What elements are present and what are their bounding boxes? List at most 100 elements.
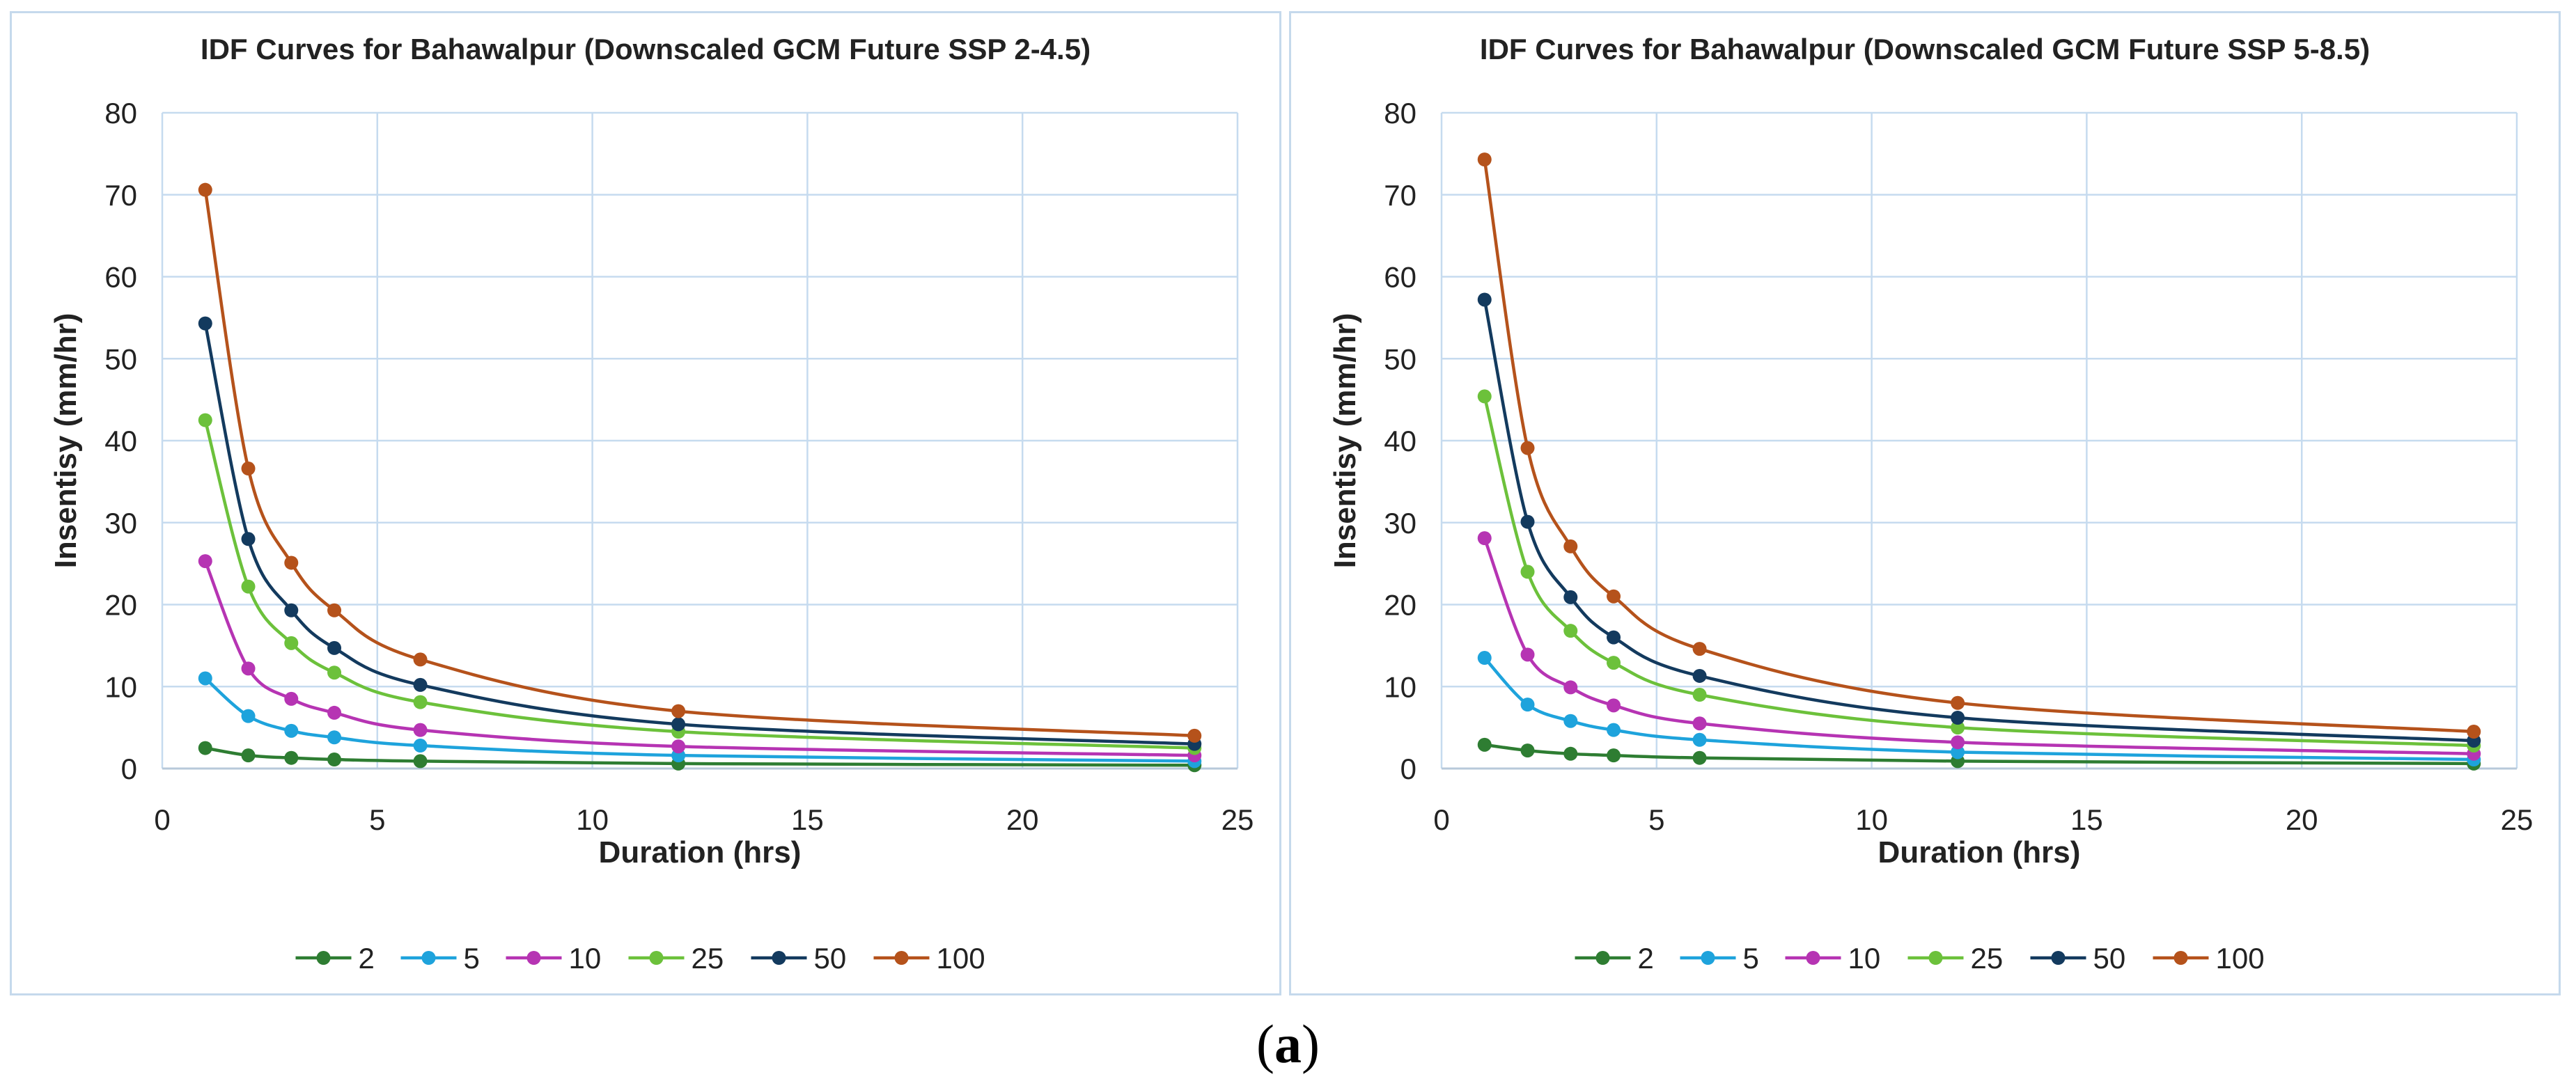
data-point [1520, 565, 1535, 579]
y-tick-label: 10 [104, 670, 137, 703]
y-tick-label: 80 [104, 97, 137, 129]
x-axis-title: Duration (hrs) [599, 835, 802, 869]
x-tick-label: 0 [1433, 803, 1449, 836]
legend-marker-50 [2051, 951, 2066, 965]
series-2 [1477, 737, 2481, 771]
legend-label-50: 50 [814, 942, 847, 975]
data-point [1607, 723, 1621, 737]
legend: 2 5 10 25 50 100 [1575, 942, 2265, 975]
data-point [1951, 695, 1965, 710]
legend-label-2: 2 [359, 942, 375, 975]
data-point [671, 739, 686, 754]
series-line-10 [1483, 537, 2474, 756]
legend: 2 5 10 25 50 100 [295, 942, 985, 975]
x-tick-label: 20 [1006, 803, 1039, 836]
data-point [1477, 152, 1492, 167]
data-point [1951, 720, 1965, 735]
legend-label-5: 5 [1743, 942, 1759, 975]
data-point [671, 717, 686, 732]
data-point [284, 603, 299, 617]
series-100 [198, 182, 1202, 743]
data-point [284, 723, 299, 738]
series-line-100 [203, 189, 1195, 738]
data-point [1563, 590, 1578, 604]
data-point [1607, 630, 1621, 645]
data-point [1692, 642, 1707, 656]
legend-label-50: 50 [2093, 942, 2126, 975]
data-point [1951, 735, 1965, 750]
y-tick-label: 60 [1384, 261, 1416, 294]
data-point [198, 182, 212, 197]
data-point [671, 704, 686, 718]
data-point [1520, 698, 1535, 712]
data-point [1520, 743, 1535, 758]
y-tick-label: 30 [1384, 507, 1416, 540]
y-axis-title: Insentisy (mm/hr) [1328, 313, 1362, 569]
y-tick-label: 60 [104, 261, 137, 294]
data-point [198, 554, 212, 569]
legend-marker-2 [316, 951, 331, 965]
data-point [1520, 441, 1535, 455]
series-line-5 [204, 677, 1195, 763]
y-tick-label: 20 [1384, 589, 1416, 622]
data-point [241, 579, 256, 594]
legend-marker-25 [649, 951, 664, 965]
data-point [1607, 698, 1621, 713]
x-tick-label: 5 [369, 803, 385, 836]
data-point [1692, 732, 1707, 747]
series-line-2 [205, 746, 1195, 767]
legend-marker-50 [772, 951, 786, 965]
data-point [1520, 514, 1535, 529]
series-50 [198, 316, 1202, 751]
x-axis-title: Duration (hrs) [1878, 835, 2081, 869]
data-point [284, 691, 299, 706]
data-point [241, 462, 256, 476]
legend-label-10: 10 [569, 942, 602, 975]
data-point [413, 677, 428, 692]
data-point [413, 723, 428, 737]
series-100 [1477, 152, 2481, 739]
legend-marker-100 [2173, 951, 2188, 965]
data-point [327, 730, 342, 745]
legend-marker-100 [894, 951, 909, 965]
chart-title: IDF Curves for Bahawalpur (Downscaled GC… [201, 33, 1091, 65]
data-point [2467, 725, 2481, 739]
data-point [1607, 748, 1621, 763]
y-tick-label: 40 [1384, 425, 1416, 457]
data-point [241, 748, 256, 763]
data-point [1692, 750, 1707, 765]
grid [1440, 111, 2518, 770]
y-tick-label: 50 [104, 342, 137, 375]
x-tick-label: 20 [2286, 803, 2318, 836]
series-line-5 [1483, 656, 2474, 762]
data-point [241, 709, 256, 723]
x-tick-label: 10 [576, 803, 609, 836]
data-point [1563, 680, 1578, 695]
data-point [1477, 531, 1492, 546]
y-tick-label: 0 [1400, 753, 1416, 785]
legend-marker-10 [1806, 951, 1820, 965]
data-point [1951, 710, 1965, 725]
x-tick-label: 15 [2070, 803, 2103, 836]
data-point [413, 652, 428, 667]
series-line-100 [1483, 159, 2474, 734]
data-point [1563, 539, 1578, 553]
data-point [413, 695, 428, 709]
y-tick-label: 70 [1384, 179, 1416, 212]
caption-open: ( [1256, 1014, 1274, 1074]
data-point [284, 556, 299, 570]
caption-close: ) [1302, 1014, 1320, 1074]
y-tick-label: 20 [104, 589, 137, 622]
legend-marker-10 [526, 951, 541, 965]
y-tick-label: 30 [104, 507, 137, 540]
y-tick-label: 70 [104, 179, 137, 212]
data-point [327, 753, 342, 767]
series-line-2 [1484, 743, 2474, 766]
legend-label-5: 5 [464, 942, 480, 975]
chart-panel-ssp585: IDF Curves for Bahawalpur (Downscaled GC… [1289, 11, 2561, 995]
data-point [327, 640, 342, 655]
data-point [1951, 745, 1965, 759]
data-point [1563, 746, 1578, 761]
series-10 [198, 554, 1202, 763]
data-point [284, 750, 299, 765]
